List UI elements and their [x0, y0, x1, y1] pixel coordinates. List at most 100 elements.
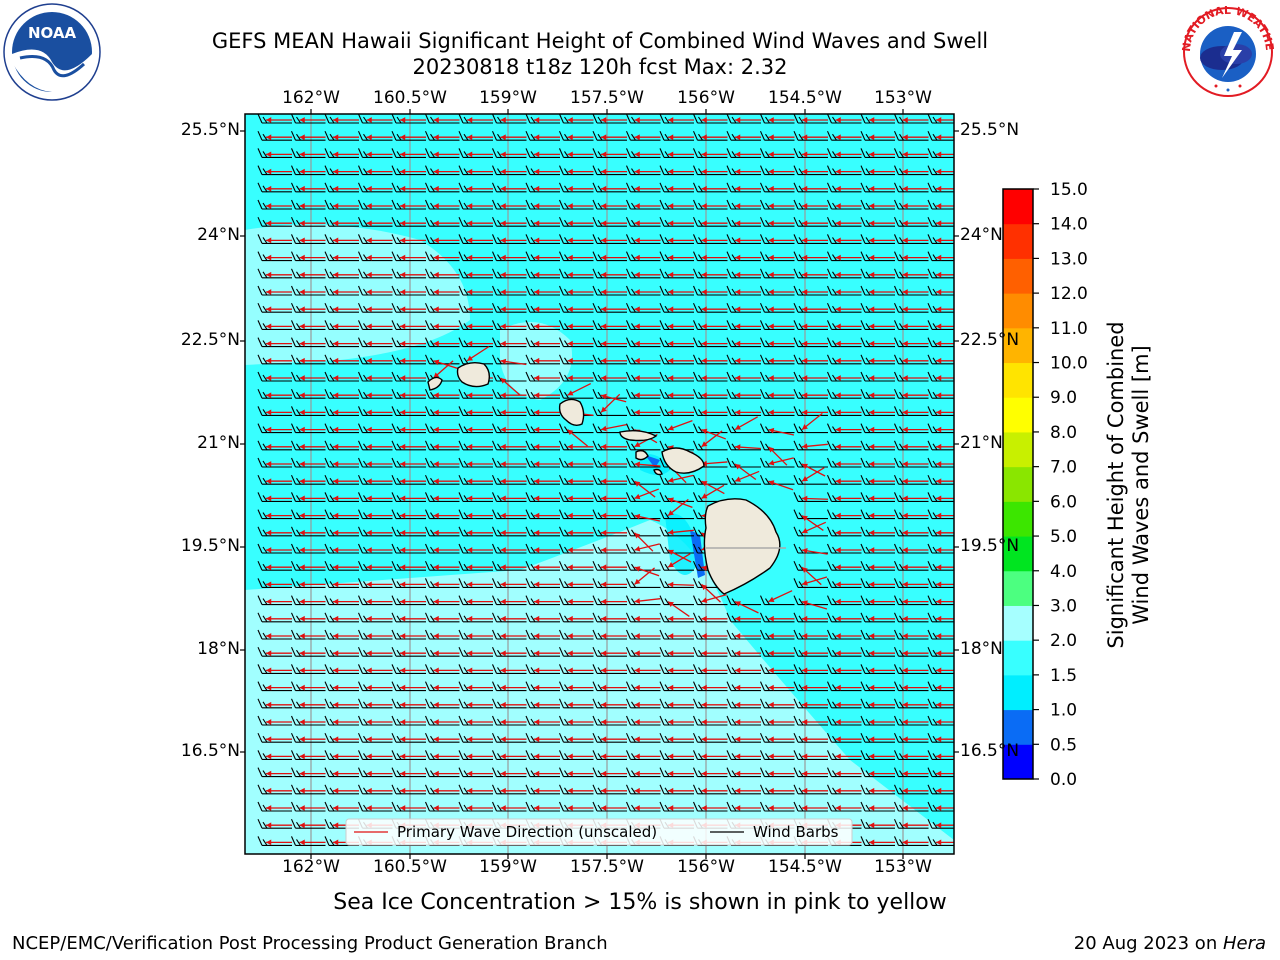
- wind-barb: [893, 234, 929, 244]
- lon-label-top-154-5-w: 154.5°W: [768, 88, 842, 108]
- wind-barb: [592, 629, 627, 640]
- wind-barb: [257, 406, 292, 416]
- wind-barb: [659, 474, 694, 485]
- island-kauai: [456, 361, 491, 388]
- colorbar-tick-1-0: 1.0: [1050, 701, 1077, 721]
- wind-barb: [290, 440, 326, 451]
- wind-barb: [759, 320, 795, 330]
- wind-barb: [491, 715, 527, 726]
- wind-barb: [726, 182, 761, 193]
- wind-barb: [558, 578, 594, 588]
- wind-barb: [290, 337, 326, 348]
- colorbar-label: Significant Height of Combined Wind Wave…: [1104, 321, 1154, 648]
- wind-barb: [659, 320, 694, 330]
- wind-barb: [357, 182, 393, 193]
- wind-barb: [424, 199, 460, 210]
- wind-barb: [860, 474, 895, 485]
- wind-barb: [592, 406, 627, 416]
- wind-barb: [391, 509, 426, 520]
- colorbar-tick-1-5: 1.5: [1050, 666, 1077, 686]
- wind-barb: [391, 371, 426, 382]
- wind-barb: [357, 578, 393, 588]
- wind-barb: [391, 578, 426, 588]
- wind-barb: [625, 388, 661, 399]
- wind-barb: [558, 199, 594, 210]
- wind-barb: [424, 302, 460, 313]
- wind-barb: [357, 114, 393, 124]
- wind-barb: [424, 165, 460, 176]
- lat-label-left-24-n: 24°N: [197, 225, 240, 245]
- wind-barb: [793, 440, 828, 451]
- wind-barb: [893, 732, 929, 743]
- wind-barb: [893, 595, 929, 606]
- wind-barb: [592, 560, 627, 571]
- wind-barb: [324, 165, 359, 176]
- wind-barb: [424, 148, 460, 158]
- wind-barb: [491, 216, 527, 227]
- wind-barb: [458, 698, 493, 709]
- wind-barb: [324, 526, 359, 537]
- wind-barb: [592, 199, 627, 210]
- wind-barb: [458, 423, 493, 434]
- wind-barb: [659, 114, 694, 124]
- wind-barb: [927, 216, 954, 227]
- wind-barb: [759, 423, 795, 434]
- wind-barb: [324, 543, 359, 554]
- wind-barb: [491, 474, 527, 485]
- wind-barb: [324, 302, 359, 313]
- wind-barb: [860, 578, 895, 588]
- wind-barb: [860, 492, 895, 502]
- wind-barb: [893, 526, 929, 537]
- wind-barb: [927, 251, 954, 262]
- wind-barb: [927, 440, 954, 451]
- wind-barb: [491, 268, 527, 279]
- wind-barb: [391, 526, 426, 537]
- wind-barb: [893, 320, 929, 330]
- wind-barb: [357, 234, 393, 244]
- wind-barb: [257, 457, 292, 468]
- wind-barb: [927, 646, 954, 657]
- lon-label-top-153-w: 153°W: [874, 88, 932, 108]
- wind-barb: [357, 629, 393, 640]
- wind-barb: [290, 114, 326, 124]
- wind-barb: [558, 715, 594, 726]
- wind-barb: [893, 371, 929, 382]
- wind-barb: [860, 423, 895, 434]
- wind-barb: [257, 732, 292, 743]
- wind-barb: [257, 715, 292, 726]
- wind-barb: [491, 578, 527, 588]
- lat-label-right-21-n: 21°N: [960, 433, 1003, 453]
- wind-barb: [525, 492, 560, 502]
- wind-barb: [458, 268, 493, 279]
- wind-barb: [860, 526, 895, 537]
- wind-barb: [893, 457, 929, 468]
- wind-barb: [793, 492, 828, 502]
- wind-barb: [927, 543, 954, 554]
- wind-barb: [659, 543, 694, 554]
- colorbar-tick-12-0: 12.0: [1050, 284, 1088, 304]
- wind-barb: [491, 371, 527, 382]
- wind-barb: [759, 234, 795, 244]
- wind-barb: [793, 388, 828, 399]
- wind-barb: [290, 148, 326, 158]
- wind-barb: [592, 130, 627, 141]
- lat-label-right-22-5-n: 22.5°N: [960, 330, 1020, 350]
- wind-barb: [927, 664, 954, 674]
- wind-barb: [391, 698, 426, 709]
- wind-barb: [625, 354, 661, 365]
- wind-barb: [893, 664, 929, 674]
- map-title: GEFS MEAN Hawaii Significant Height of C…: [211, 29, 989, 53]
- wind-barb: [759, 165, 795, 176]
- colorbar-tick-10-0: 10.0: [1050, 354, 1088, 374]
- wind-barb: [592, 302, 627, 313]
- wind-barb: [357, 199, 393, 210]
- lon-label-top-162-w: 162°W: [282, 88, 340, 108]
- wind-barb: [391, 234, 426, 244]
- wind-barb: [491, 302, 527, 313]
- wind-barb: [558, 114, 594, 124]
- wind-barb: [424, 509, 460, 520]
- wind-barb: [357, 320, 393, 330]
- wind-barb: [625, 612, 661, 623]
- wind-barb: [726, 681, 761, 692]
- wind-barb: [893, 646, 929, 657]
